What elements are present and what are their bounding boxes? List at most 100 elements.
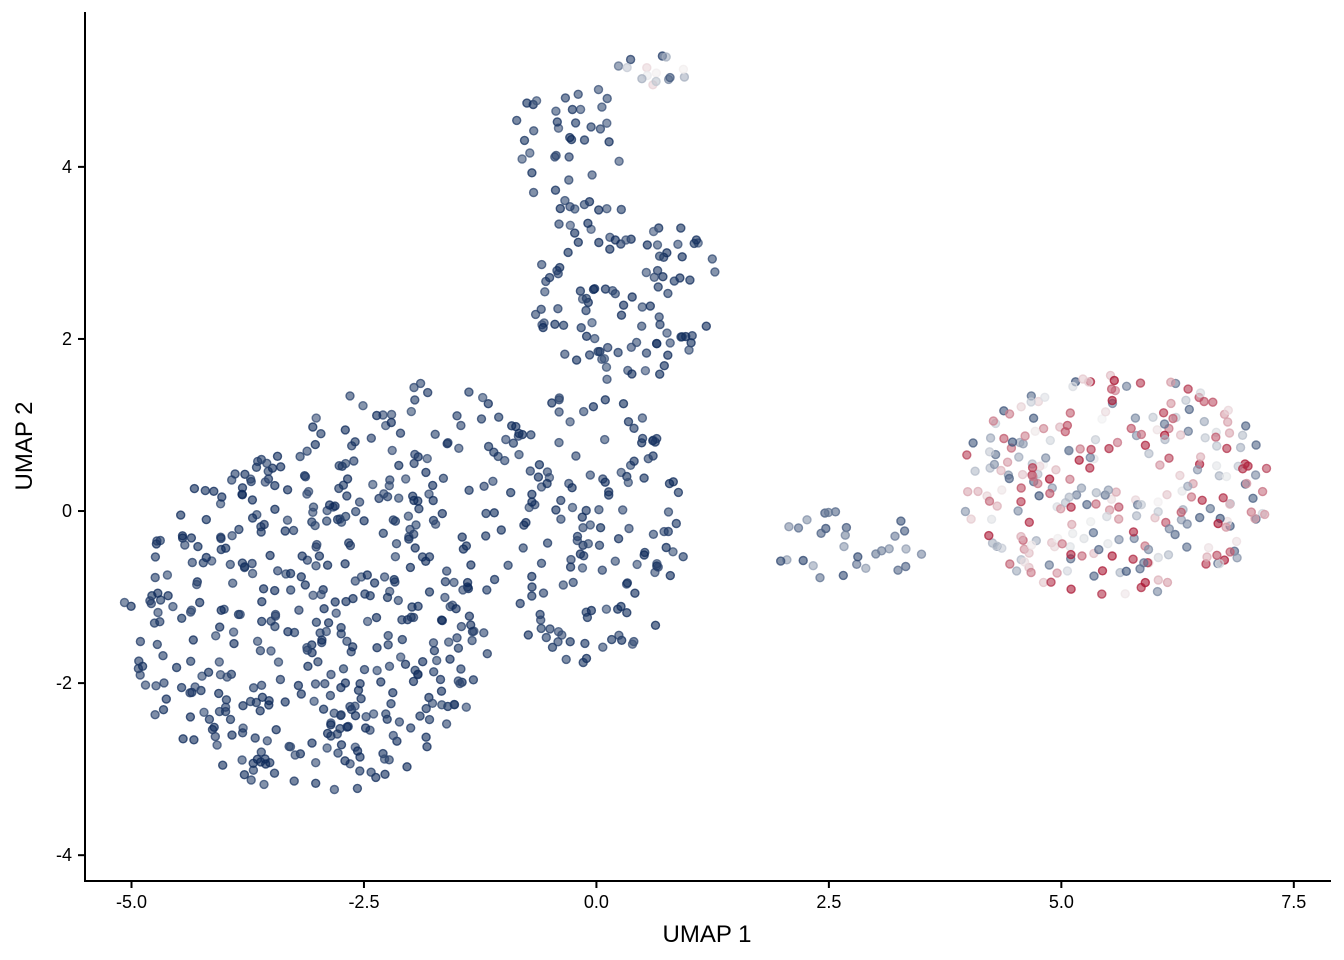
scatter-point	[1079, 533, 1089, 544]
scatter-point	[991, 541, 1002, 551]
scatter-point	[336, 710, 346, 720]
scatter-point	[189, 735, 199, 745]
scatter-point	[986, 514, 997, 524]
scatter-point	[1153, 552, 1164, 563]
scatter-point	[449, 577, 459, 588]
scatter-point	[551, 106, 561, 116]
scatter-point	[621, 235, 631, 245]
scatter-point	[989, 459, 1000, 470]
scatter-point	[556, 495, 566, 506]
scatter-point	[1066, 549, 1076, 560]
scatter-point	[464, 387, 474, 397]
scatter-point	[630, 588, 640, 598]
scatter-point	[338, 664, 349, 674]
scatter-point	[372, 643, 382, 653]
scatter-point	[326, 669, 336, 680]
scatter-point	[269, 768, 280, 778]
scatter-point	[1018, 439, 1028, 449]
x-axis-title: UMAP 1	[663, 921, 752, 948]
scatter-point	[629, 423, 639, 433]
scatter-point	[489, 447, 499, 457]
scatter-point	[401, 474, 411, 484]
scatter-point	[1089, 571, 1099, 581]
scatter-point	[176, 613, 187, 623]
scatter-point	[581, 305, 591, 316]
scatter-point	[1038, 577, 1049, 588]
scatter-point	[508, 438, 519, 448]
scatter-point	[311, 778, 321, 788]
scatter-point	[641, 348, 652, 358]
scatter-point	[187, 687, 197, 698]
scatter-point	[618, 505, 628, 515]
y-axis-title: UMAP 2	[11, 402, 38, 491]
scatter-point	[250, 733, 260, 743]
scatter-point	[1152, 425, 1162, 435]
scatter-point	[607, 634, 617, 645]
scatter-point	[542, 538, 553, 548]
scatter-point	[248, 758, 258, 768]
scatter-point	[187, 557, 198, 568]
scatter-point	[283, 627, 293, 637]
scatter-point	[387, 445, 397, 456]
scatter-point	[808, 561, 818, 571]
scatter-point	[366, 767, 376, 777]
scatter-point	[286, 585, 296, 595]
scatter-point	[452, 633, 462, 643]
scatter-point	[527, 489, 537, 499]
scatter-point	[655, 369, 665, 379]
scatter-point	[653, 562, 663, 572]
scatter-point	[527, 591, 537, 601]
scatter-point	[622, 608, 632, 618]
scatter-point	[985, 433, 996, 443]
scatter-point	[408, 676, 419, 687]
scatter-point	[436, 615, 447, 625]
scatter-point	[186, 605, 197, 615]
scatter-point	[1055, 504, 1066, 514]
scatter-point	[1077, 551, 1087, 561]
scatter-point	[600, 477, 610, 487]
scatter-point	[1052, 568, 1062, 578]
scatter-point	[610, 556, 620, 566]
scatter-point	[435, 674, 446, 685]
scatter-point	[1175, 430, 1186, 440]
scatter-point	[601, 362, 612, 372]
scatter-point	[295, 451, 305, 462]
scatter-point	[180, 540, 190, 550]
scatter-point	[679, 72, 690, 82]
scatter-point	[568, 577, 578, 588]
scatter-point	[1140, 440, 1151, 450]
scatter-point	[308, 422, 318, 432]
scatter-point	[220, 543, 231, 553]
scatter-point	[175, 510, 186, 520]
scatter-point	[1221, 471, 1232, 482]
scatter-point	[573, 89, 583, 100]
scatter-point	[518, 543, 528, 553]
scatter-point	[1020, 431, 1030, 441]
scatter-point	[677, 332, 687, 342]
scatter-point	[823, 507, 834, 518]
scatter-point	[629, 456, 639, 466]
scatter-point	[585, 520, 595, 530]
scatter-point	[414, 504, 424, 514]
scatter-point	[272, 451, 283, 461]
scatter-point	[916, 549, 927, 559]
scatter-point	[394, 493, 404, 503]
scatter-point	[176, 682, 187, 693]
scatter-point	[310, 520, 320, 531]
scatter-point	[302, 446, 312, 456]
scatter-point	[579, 406, 589, 417]
scatter-point	[841, 522, 852, 533]
scatter-point	[482, 649, 492, 659]
scatter-point	[1221, 522, 1231, 532]
scatter-point	[386, 409, 397, 420]
scatter-point	[233, 609, 244, 620]
scatter-point	[590, 333, 600, 344]
scatter-point	[1085, 517, 1096, 527]
scatter-point	[440, 592, 450, 603]
scatter-point	[140, 680, 151, 690]
scatter-point	[1251, 440, 1261, 450]
scatter-point	[1148, 412, 1158, 422]
scatter-point	[481, 531, 491, 541]
scatter-point	[511, 421, 521, 432]
